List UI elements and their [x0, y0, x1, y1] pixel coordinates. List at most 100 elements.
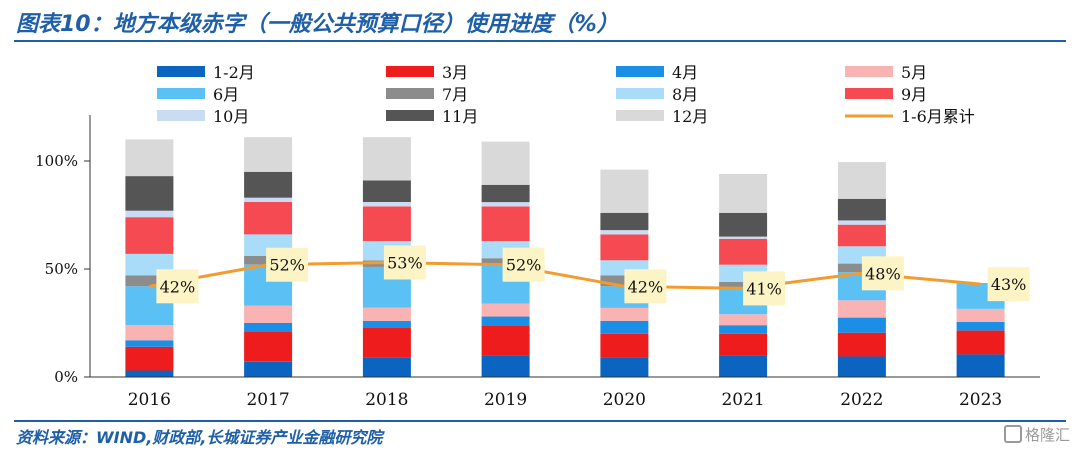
watermark: 格隆汇	[1003, 424, 1070, 445]
bar-segment	[837, 220, 886, 225]
bar-segment	[362, 202, 411, 207]
bar-segment	[600, 230, 649, 235]
bar-segment	[837, 317, 886, 333]
bar-segment	[600, 333, 649, 358]
bar-segment	[244, 323, 293, 332]
bar-segment	[837, 356, 886, 377]
legend-swatch	[157, 110, 205, 121]
legend-swatch	[157, 88, 205, 99]
legend-item: 9月	[845, 85, 927, 104]
bar-segment	[600, 169, 649, 213]
bar-segment	[125, 346, 174, 371]
label-box	[383, 245, 426, 280]
bar-stack-2016	[125, 139, 174, 377]
legend-swatch	[845, 66, 893, 77]
label-text: 42%	[628, 277, 664, 296]
bar-segment	[244, 305, 293, 323]
y-tick-label: 0%	[54, 368, 78, 386]
line-data-label: 41%	[743, 271, 786, 306]
bar-segment	[481, 303, 530, 317]
title-rule	[14, 40, 1066, 42]
label-text: 42%	[160, 277, 196, 296]
bar-segment	[600, 212, 649, 231]
legend-label: 9月	[901, 85, 927, 104]
bar-segment	[481, 316, 530, 326]
bar-segment	[244, 197, 293, 202]
legend-label: 5月	[901, 63, 927, 82]
label-box	[624, 269, 667, 304]
legend-item: 11月	[386, 107, 478, 126]
bar-segment	[956, 330, 1005, 355]
bar-segment	[719, 314, 768, 326]
legend-label: 10月	[213, 107, 249, 126]
line-data-label: 48%	[861, 256, 904, 291]
bar-segment	[719, 333, 768, 356]
bar-segment	[719, 174, 768, 213]
legend-swatch	[616, 110, 664, 121]
stacked-bar-chart: 1-2月 3月 4月 5月 6月 7月 8月 9月 10月 11月 12月 1-6月累计 0% 50% 1…	[35, 63, 1040, 410]
bar-segment	[362, 137, 411, 181]
legend-swatch	[386, 88, 434, 99]
legend-swatch	[157, 66, 205, 77]
bar-segment	[600, 357, 649, 377]
x-tick-label: 2018	[365, 390, 408, 410]
chart-title: 图表10：地方本级赤字（一般公共预算口径）使用进度（%）	[16, 12, 619, 37]
legend-item: 7月	[386, 85, 468, 104]
bar-segment	[362, 180, 411, 202]
bar-segment	[719, 236, 768, 239]
legend-label: 6月	[213, 85, 239, 104]
legend-item: 1-2月	[157, 63, 255, 82]
legend-label: 12月	[672, 107, 708, 126]
line-data-label: 42%	[624, 269, 667, 304]
source-note: 资料来源：WIND,财政部,长城证券产业金融研究院	[16, 428, 383, 447]
bar-segment	[125, 340, 174, 347]
bar-segment	[362, 327, 411, 358]
bar-segment	[125, 217, 174, 254]
bar-segment	[362, 357, 411, 377]
legend-swatch	[616, 88, 664, 99]
legend-label: 8月	[672, 85, 698, 104]
x-tick-label: 2016	[128, 390, 171, 410]
bar-segment	[837, 162, 886, 199]
bar-segment	[244, 202, 293, 235]
bar-segment	[719, 325, 768, 334]
legend-swatch	[616, 66, 664, 77]
legend-item: 1-6月累计	[845, 107, 975, 126]
label-text: 52%	[269, 256, 305, 275]
bar-segment	[481, 206, 530, 241]
legend-item: 8月	[616, 85, 698, 104]
bar-segment	[244, 137, 293, 172]
label-box	[502, 247, 545, 282]
bar-segment	[125, 139, 174, 177]
bar-segment	[837, 300, 886, 318]
bar-segment	[481, 184, 530, 203]
bar-segment	[244, 361, 293, 377]
label-box	[987, 267, 1030, 302]
label-text: 43%	[991, 275, 1027, 294]
line-data-label: 52%	[502, 247, 545, 282]
legend-item: 5月	[845, 63, 927, 82]
bar-segment	[362, 320, 411, 328]
bar-segment	[837, 198, 886, 221]
bar-segment	[362, 307, 411, 321]
legend-label: 11月	[442, 107, 478, 126]
bar-segment	[600, 307, 649, 321]
bar-segment	[600, 234, 649, 261]
y-axis: 0% 50% 100%	[35, 115, 91, 386]
bar-segment	[481, 202, 530, 207]
chart-legend: 1-2月 3月 4月 5月 6月 7月 8月 9月 10月 11月 12月 1-6月累计	[157, 63, 975, 126]
bar-segment	[481, 325, 530, 356]
bar-segment	[837, 224, 886, 247]
legend-item: 3月	[386, 63, 468, 82]
label-text: 48%	[865, 264, 901, 283]
label-box	[266, 247, 309, 282]
x-tick-label: 2020	[603, 390, 646, 410]
legend-item: 4月	[616, 63, 698, 82]
x-tick-label: 2017	[246, 390, 289, 410]
line-data-label: 42%	[156, 269, 199, 304]
x-tick-label: 2023	[959, 390, 1002, 410]
bar-segment	[837, 332, 886, 357]
legend-label: 1-2月	[213, 63, 255, 82]
legend-label: 7月	[442, 85, 468, 104]
bar-segment	[481, 355, 530, 377]
